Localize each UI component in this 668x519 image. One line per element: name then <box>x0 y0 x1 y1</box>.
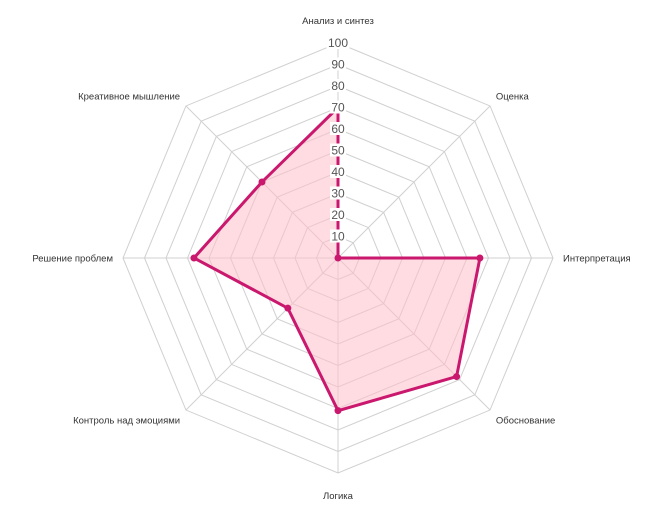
tick-label-bg <box>330 57 346 71</box>
tick-label: 20 <box>331 208 345 222</box>
data-point[interactable] <box>334 254 342 262</box>
data-point[interactable] <box>284 304 292 312</box>
tick-label: 10 <box>331 230 345 244</box>
axis-labels: Анализ и синтез Оценка Интерпретация Обосно… <box>32 16 630 502</box>
tick-label-bg <box>330 143 346 157</box>
axis-label: Решение проблем <box>32 254 113 265</box>
tick-label: 80 <box>331 79 345 93</box>
axis-spoke <box>337 105 491 259</box>
axis-label: Контроль над эмоциями <box>73 415 180 426</box>
axis-label: Креативное мышление <box>78 92 180 103</box>
data-point[interactable] <box>453 373 461 381</box>
tick-label: 30 <box>331 187 345 201</box>
axis-label: Анализ и синтез <box>302 16 374 27</box>
tick-label-bg <box>330 165 346 178</box>
tick-label: 50 <box>331 144 345 158</box>
axis-label: Обоснование <box>496 415 555 426</box>
tick-label: 40 <box>331 165 345 179</box>
tick-label: 60 <box>331 122 345 136</box>
tick-label-bg <box>330 79 346 92</box>
data-point[interactable] <box>476 254 484 262</box>
data-point[interactable] <box>258 178 266 186</box>
data-point[interactable] <box>334 407 342 415</box>
tick-label-bg <box>326 36 350 49</box>
tick-label: 70 <box>331 101 345 115</box>
axis-label: Интерпретация <box>563 254 631 265</box>
tick-label: 90 <box>331 58 345 72</box>
tick-label-bg <box>330 186 346 200</box>
data-point[interactable] <box>190 254 198 262</box>
tick-label-bg <box>330 100 346 114</box>
tick-label-bg <box>330 229 346 243</box>
axis-label: Логика <box>323 491 354 502</box>
tick-label-bg <box>330 208 346 221</box>
axis-label: Оценка <box>496 92 530 103</box>
tick-label-bg <box>330 122 346 135</box>
tick-label: 100 <box>328 36 348 50</box>
radial-ticks: 10 20 30 40 50 60 70 80 90 100 <box>326 36 350 244</box>
